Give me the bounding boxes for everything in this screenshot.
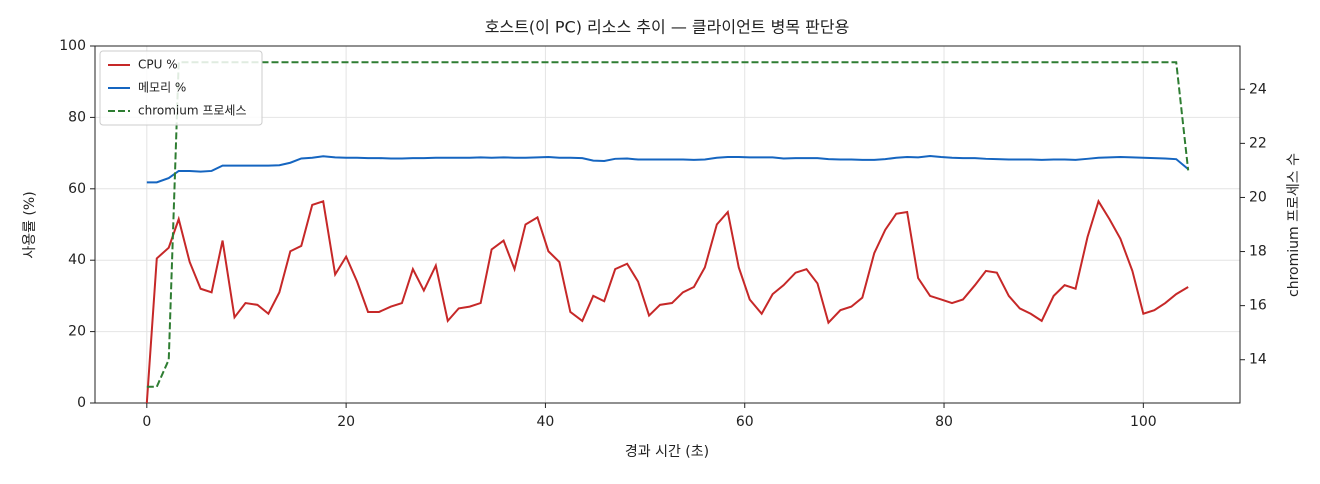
y-tick-label: 0 [77,395,86,411]
legend-label: chromium 프로세스 [138,104,247,118]
y-axis-label: 사용률 (%) [22,191,38,258]
x-tick-label: 20 [337,414,355,430]
x-tick-label: 40 [537,414,555,430]
x-tick-label: 100 [1130,414,1157,430]
y2-tick-label: 20 [1249,189,1267,205]
y2-tick-label: 24 [1249,81,1267,97]
series-line [146,154,1189,184]
y2-axis-label: chromium 프로세스 수 [1286,153,1302,297]
y2-tick-label: 22 [1249,135,1267,151]
plot-frame [94,45,1241,404]
y2-tick-label: 14 [1249,352,1267,368]
series-line [145,198,1189,404]
y2-tick-label: 18 [1249,244,1267,260]
x-tick-label: 80 [935,414,953,430]
x-tick-label: 0 [142,414,151,430]
x-axis-label: 경과 시간 (초) [625,444,709,460]
y-tick-label: 40 [68,252,86,268]
y-tick-label: 60 [68,181,86,197]
y-tick-label: 80 [68,109,86,125]
x-tick-label: 60 [736,414,754,430]
y2-tick-label: 16 [1249,298,1267,314]
series-line [146,61,1190,388]
legend-label: CPU % [138,58,178,72]
y-tick-label: 100 [59,38,86,54]
chart-title: 호스트(이 PC) 리소스 추이 — 클라이언트 병목 판단용 [485,18,850,37]
legend-label: 메모리 % [138,81,186,95]
legend-box [99,50,263,126]
y-tick-label: 20 [68,324,86,340]
